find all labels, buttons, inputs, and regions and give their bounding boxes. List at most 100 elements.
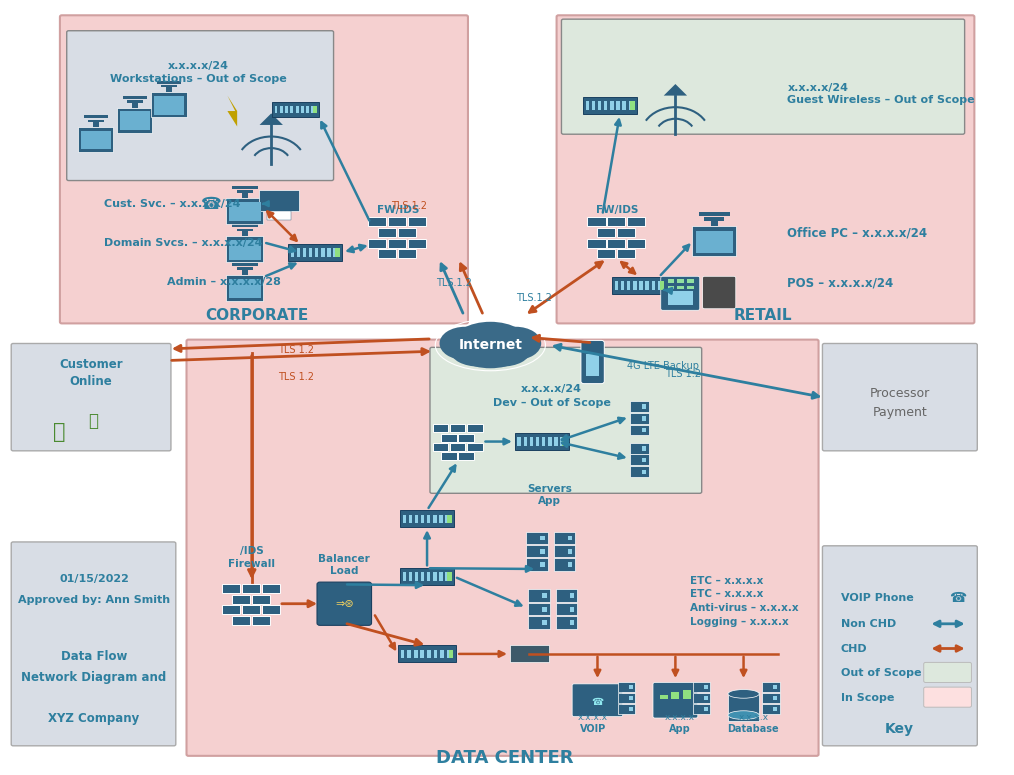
Bar [251, 594, 270, 604]
Text: Domain Svcs. – x.x.x.x/24: Domain Svcs. – x.x.x.x/24 [103, 238, 263, 248]
FancyBboxPatch shape [187, 339, 818, 756]
Bar [388, 217, 406, 226]
Bar [403, 515, 406, 523]
Bar [93, 122, 98, 127]
Ellipse shape [451, 336, 507, 367]
Text: XYZ Company: XYZ Company [49, 711, 140, 725]
Text: x.x.x.x: x.x.x.x [578, 713, 607, 722]
Text: Online: Online [70, 375, 113, 388]
FancyBboxPatch shape [572, 684, 623, 717]
Bar [427, 515, 431, 523]
Bar [415, 573, 418, 581]
Bar [540, 563, 545, 567]
Bar [526, 532, 548, 544]
Text: x.x.x.x/24: x.x.x.x/24 [788, 83, 849, 93]
FancyBboxPatch shape [924, 687, 971, 708]
Bar [627, 239, 645, 247]
Bar [629, 102, 632, 110]
Text: Payment: Payment [873, 405, 928, 418]
Bar [705, 217, 724, 221]
Bar [523, 437, 527, 446]
Bar [267, 212, 291, 220]
Text: x.x.x.x/24: x.x.x.x/24 [521, 384, 582, 394]
Bar [403, 573, 406, 581]
Bar [262, 584, 280, 593]
Bar [659, 281, 664, 290]
Bar [296, 105, 298, 113]
FancyBboxPatch shape [562, 19, 964, 134]
Bar [554, 532, 575, 544]
Bar [687, 285, 694, 289]
Bar [447, 573, 451, 581]
Bar [671, 692, 679, 698]
Bar [693, 226, 736, 257]
Bar [652, 281, 655, 290]
Bar [528, 616, 550, 629]
Text: Data Flow: Data Flow [61, 649, 127, 663]
Bar [642, 446, 646, 450]
Bar [610, 102, 613, 110]
Bar [447, 649, 450, 658]
Text: x.x.x.x/24: x.x.x.x/24 [167, 61, 229, 71]
Bar [763, 704, 780, 714]
Bar [306, 105, 309, 113]
Polygon shape [227, 95, 237, 126]
Bar [562, 437, 567, 446]
Bar [618, 681, 636, 692]
Bar [232, 186, 258, 189]
Bar [440, 649, 444, 658]
Bar [587, 239, 605, 247]
Text: Anti-virus – x.x.x.x: Anti-virus – x.x.x.x [690, 604, 799, 613]
Bar [466, 425, 483, 432]
FancyBboxPatch shape [703, 277, 736, 308]
Bar [251, 616, 270, 625]
Bar [711, 221, 718, 226]
Bar [646, 281, 649, 290]
Bar [586, 354, 599, 376]
Text: Logging – x.x.x.x: Logging – x.x.x.x [690, 617, 789, 627]
Bar [542, 607, 547, 611]
Bar [81, 131, 111, 150]
Bar [535, 437, 539, 446]
Bar [262, 605, 280, 615]
Bar [542, 594, 547, 598]
Polygon shape [664, 84, 687, 95]
Bar [88, 119, 103, 122]
FancyBboxPatch shape [822, 343, 977, 451]
Bar [630, 467, 649, 477]
Bar [640, 281, 643, 290]
Bar [368, 217, 386, 226]
Text: Dev – Out of Scope: Dev – Out of Scope [493, 398, 610, 408]
Bar [78, 127, 114, 152]
Bar [554, 559, 575, 571]
Text: CHD: CHD [841, 643, 868, 653]
Bar [151, 92, 187, 117]
Bar [334, 248, 337, 257]
Bar [232, 263, 258, 266]
Bar [242, 193, 247, 198]
Bar [587, 217, 605, 226]
Bar [728, 692, 759, 722]
Bar [280, 105, 283, 113]
Bar [617, 228, 635, 237]
Bar [421, 515, 424, 523]
Bar [642, 416, 646, 421]
Bar [696, 231, 733, 253]
Bar [642, 458, 646, 462]
Bar [542, 620, 547, 625]
Text: Office PC – x.x.x.x/24: Office PC – x.x.x.x/24 [788, 226, 928, 239]
Bar [272, 102, 319, 117]
FancyBboxPatch shape [822, 546, 977, 746]
Ellipse shape [474, 336, 530, 367]
Bar [414, 649, 418, 658]
Text: TLS 1.2: TLS 1.2 [278, 372, 313, 382]
Bar [705, 707, 708, 711]
Bar [607, 217, 626, 226]
Bar [642, 405, 646, 409]
Text: TLS.1.2: TLS.1.2 [516, 293, 552, 303]
Bar [568, 536, 572, 540]
Bar [448, 649, 453, 658]
Bar [409, 515, 412, 523]
Bar [415, 515, 418, 523]
Bar [242, 584, 260, 593]
